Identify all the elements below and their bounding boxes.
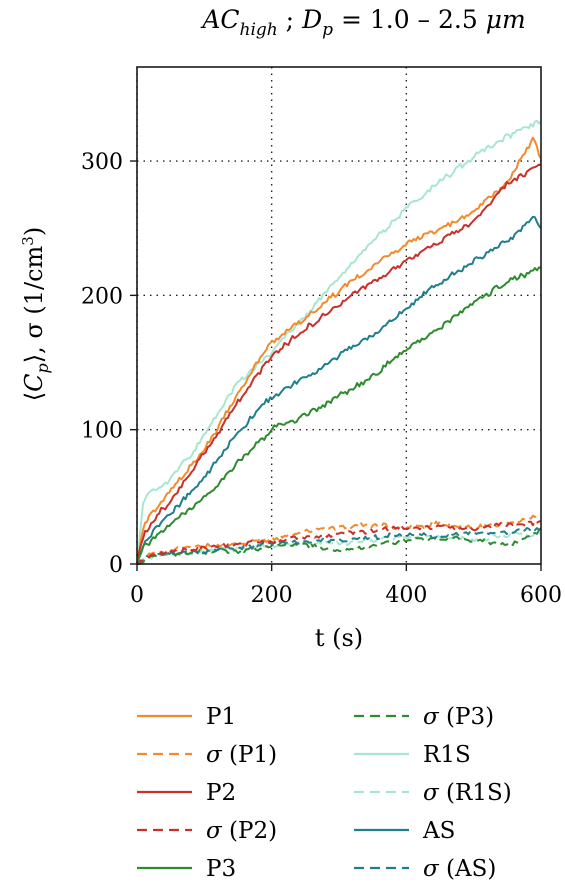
y-tick-label: 0 [109,553,123,578]
x-tick-label: 400 [385,583,427,608]
legend-label-4: P3 [206,856,236,882]
x-tick-label: 0 [130,583,144,608]
series-line-9 [136,527,542,565]
y-tick-label: 200 [81,284,123,309]
legend: P1 σ (P1) P2 σ (P2) P3 σ (P3) R1S σ (R1S) AS σ (A… [137,704,512,882]
legend-label-7: σ (R1S) [423,780,512,806]
x-axis-label: t (s) [315,624,363,652]
legend-label-6: R1S [423,742,471,768]
x-tick-label: 600 [520,583,562,608]
series-line-8 [136,215,542,565]
legend-label-5: σ (P3) [423,704,494,730]
legend-label-1: σ (P1) [206,742,277,768]
series-line-3 [137,519,542,565]
legend-label-9: σ (AS) [423,856,496,882]
legend-label-2: P2 [206,780,236,806]
y-axis-label: ⟨Cp⟩, σ (1/cm3) [19,227,52,401]
grid-lines [136,67,541,564]
series-line-4 [136,266,542,565]
plot-frame [136,66,542,565]
series-line-6 [136,120,542,565]
plot-series [136,120,542,565]
series-line-0 [136,136,542,565]
legend-label-3: σ (P2) [206,818,277,844]
axis-ticks: 0 200 400 600 0 100 200 300 [81,150,562,608]
y-tick-label: 100 [81,419,123,444]
series-line-2 [136,163,542,565]
x-tick-label: 200 [251,583,293,608]
legend-label-0: P1 [206,704,236,730]
y-tick-label: 300 [81,150,123,175]
chart-title: AChigh ; Dp = 1.0 – 2.5 μm [200,5,525,40]
legend-label-8: AS [422,818,455,844]
